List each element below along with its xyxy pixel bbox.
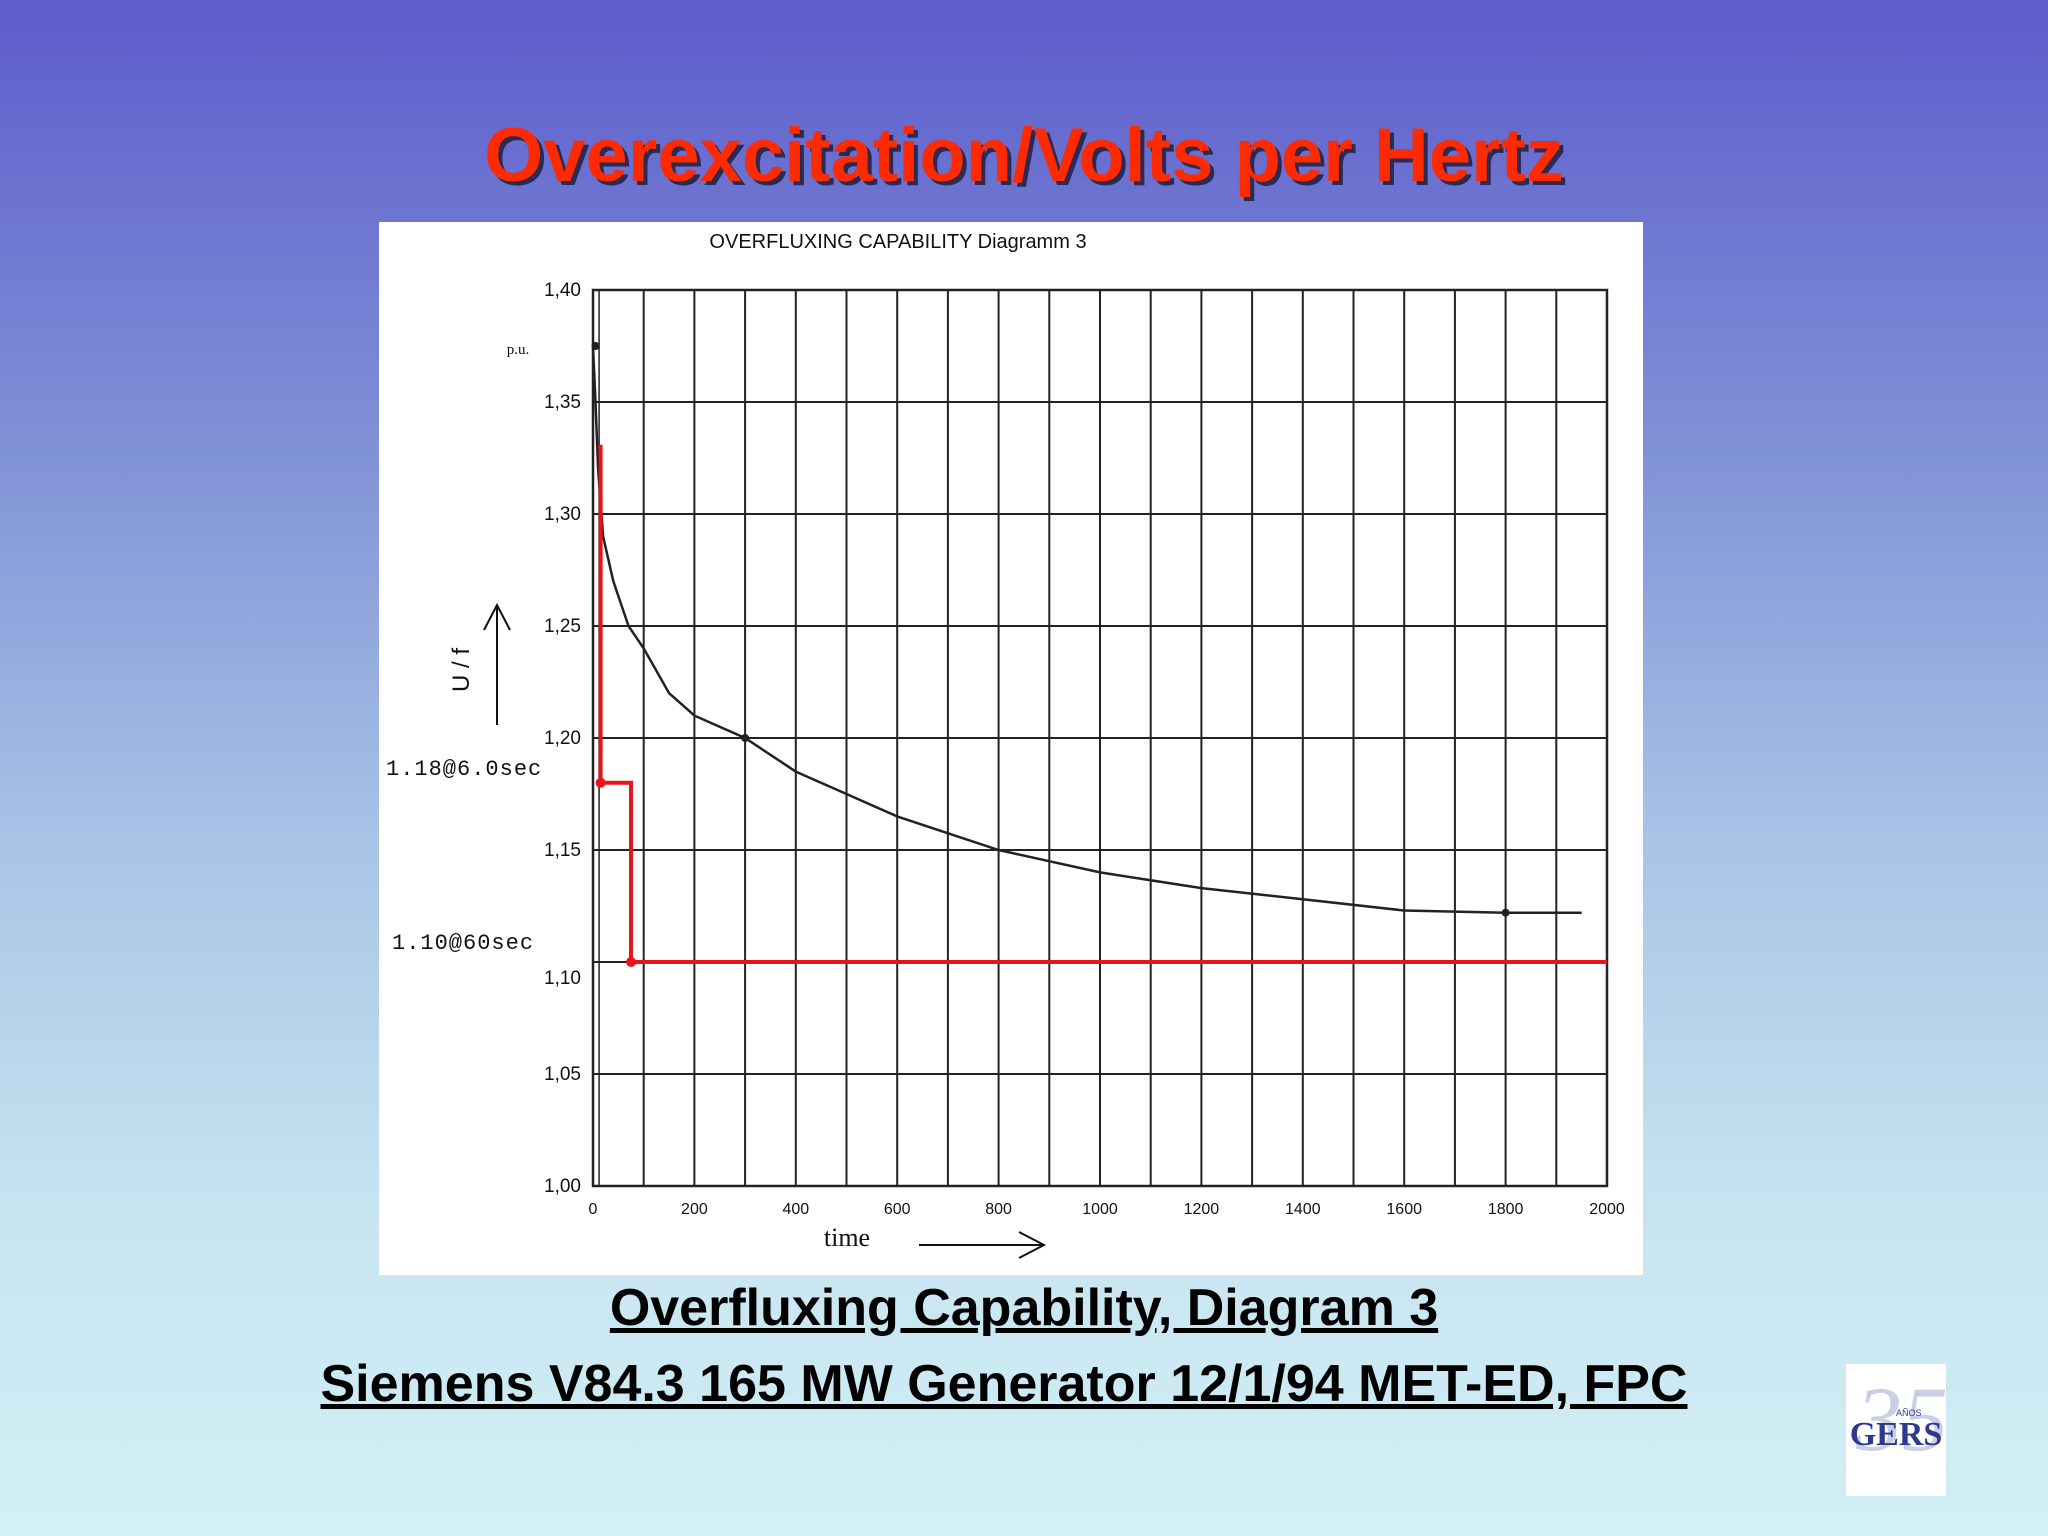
plot-frame <box>591 288 1609 1188</box>
y-unit-label: p.u. <box>507 342 530 358</box>
y-tick-label: 1,40 <box>544 280 581 301</box>
x-axis-label: time <box>824 1223 870 1252</box>
setting-point <box>595 777 606 788</box>
x-tick-label: 1000 <box>1082 1201 1118 1218</box>
setting-point <box>626 957 637 967</box>
y-tick-label: 1,35 <box>544 392 581 413</box>
x-tick-label: 1200 <box>1184 1201 1220 1218</box>
capability-curve <box>591 345 1582 914</box>
y-tick-label: 1,15 <box>544 840 581 861</box>
uf-arrow-icon <box>483 602 511 725</box>
time-arrow-icon <box>919 1231 1047 1259</box>
y-tick-label: 1,30 <box>544 504 581 525</box>
caption-generator: Siemens V84.3 165 MW Generator 12/1/94 M… <box>320 1355 1688 1413</box>
overfluxing-chart: 1,00 1,05 1,10 1,15 1,20 1,25 1,30 1,35 1,40 0 200… <box>386 231 1625 1259</box>
y-tick-label: 1,25 <box>544 616 581 637</box>
x-tick-label: 1800 <box>1488 1201 1524 1218</box>
annotation-110: 1.10@60sec <box>392 931 534 956</box>
axes: 1,00 1,05 1,10 1,15 1,20 1,25 1,30 1,35 1,40 0 200… <box>544 280 1625 1218</box>
gers-logo: 35 AÑOS GERS <box>1846 1364 1948 1496</box>
y-tick-label: 1,10 <box>544 968 581 989</box>
x-tick-label: 200 <box>681 1201 708 1218</box>
curve-point <box>1501 908 1510 917</box>
x-tick-label: 1400 <box>1285 1201 1321 1218</box>
setting-line <box>598 444 1607 964</box>
x-tick-label: 1600 <box>1386 1201 1422 1218</box>
chart-panel: 1,00 1,05 1,10 1,15 1,20 1,25 1,30 1,35 1,40 0 200… <box>379 222 1643 1275</box>
y-tick-label: 1,00 <box>544 1176 581 1197</box>
curve-point <box>591 342 600 350</box>
y-axis-label: U / f <box>448 648 475 692</box>
x-tick-label: 600 <box>884 1201 911 1218</box>
series <box>591 342 1607 967</box>
slide-title: Overexcitation/Volts per Hertz <box>484 113 1564 198</box>
x-tick-label: 800 <box>985 1201 1012 1218</box>
curve-point <box>741 734 750 742</box>
logo-number: 35 <box>1856 1368 1948 1470</box>
chart-title: OVERFLUXING CAPABILITY Diagramm 3 <box>709 231 1086 253</box>
caption-diagram: Overfluxing Capability, Diagram 3 <box>609 1279 1439 1337</box>
logo-anos: AÑOS <box>1896 1408 1922 1418</box>
logo-brand: GERS <box>1849 1416 1943 1453</box>
x-tick-label: 0 <box>589 1201 598 1218</box>
annotation-118: 1.18@6.0sec <box>386 757 542 782</box>
y-tick-label: 1,20 <box>544 728 581 749</box>
x-tick-label: 2000 <box>1589 1201 1625 1218</box>
y-tick-label: 1,05 <box>544 1064 581 1085</box>
x-tick-label: 400 <box>782 1201 809 1218</box>
